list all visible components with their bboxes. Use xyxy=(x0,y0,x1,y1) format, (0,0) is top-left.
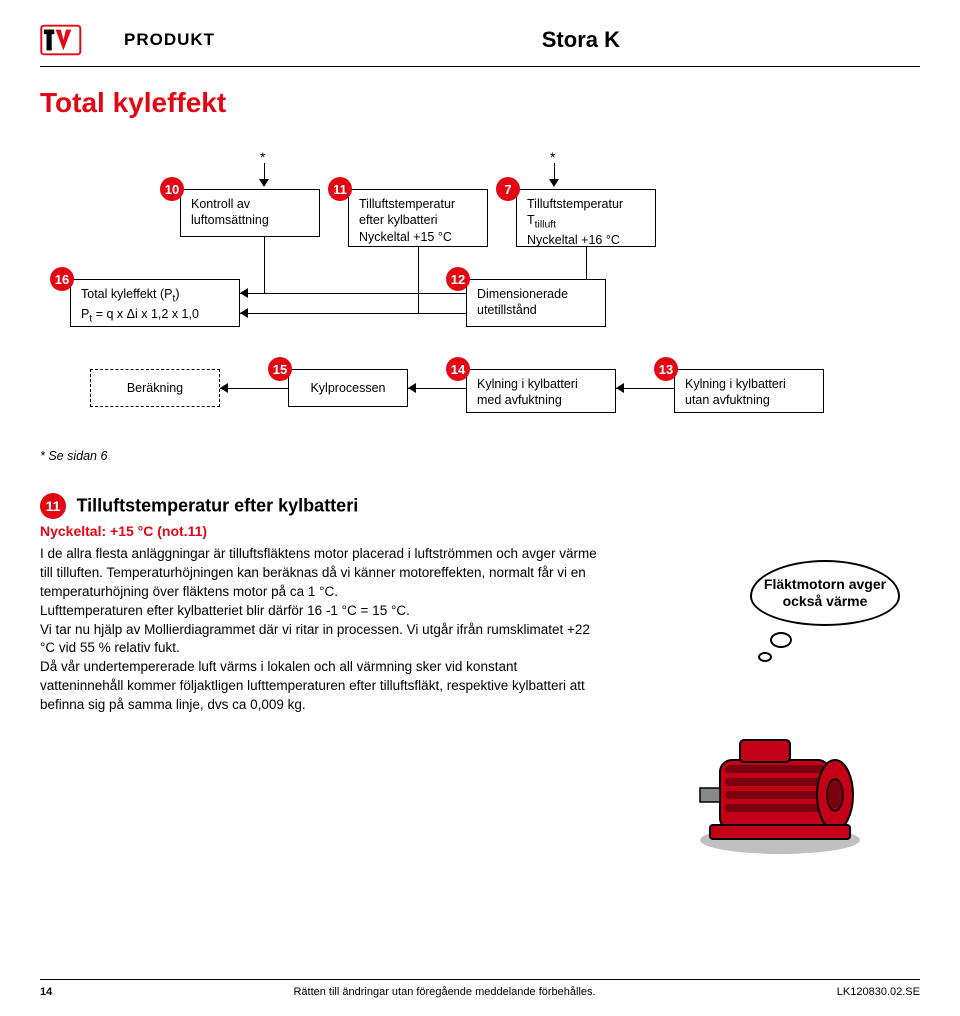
section-title: Tilluftstemperatur efter kylbatteri xyxy=(76,496,358,516)
node-line: utetillstånd xyxy=(477,302,595,318)
section-header: 11 Tilluftstemperatur efter kylbatteri xyxy=(40,493,920,519)
node-line: luftomsättning xyxy=(191,212,309,228)
node-line: Tilluftstemperatur xyxy=(359,196,477,212)
thought-bubble: Fläktmotorn avger också värme xyxy=(750,560,900,626)
header-title: Stora K xyxy=(542,27,620,53)
node-line: Ttilluft xyxy=(527,212,645,232)
node-badge-13: 13 xyxy=(654,357,678,381)
node-badge-16: 16 xyxy=(50,267,74,291)
bubble-dot-icon xyxy=(758,652,772,662)
connector xyxy=(220,388,288,389)
node-line: med avfuktning xyxy=(477,392,605,408)
connector xyxy=(240,313,466,314)
node-line: Kontroll av xyxy=(191,196,309,212)
body-paragraph: Vi tar nu hjälp av Mollierdiagrammet där… xyxy=(40,621,600,659)
footer-page-number: 14 xyxy=(40,986,52,998)
node-kylprocessen: Kylprocessen xyxy=(288,369,408,407)
footnote: * Se sidan 6 xyxy=(40,449,920,463)
arrow-left-icon xyxy=(240,288,248,298)
node-line: efter kylbatteri xyxy=(359,212,477,228)
node-kylning-med: Kylning i kylbatteri med avfuktning xyxy=(466,369,616,413)
bubble-text: Fläktmotorn avger också värme xyxy=(750,560,900,626)
body-paragraph: Lufttemperaturen efter kylbatteriet blir… xyxy=(40,602,600,621)
connector xyxy=(264,237,265,293)
page-footer: 14 Rätten till ändringar utan föregående… xyxy=(40,979,920,998)
arrow-down-icon xyxy=(549,179,559,187)
illustration: Fläktmotorn avger också värme xyxy=(650,560,910,860)
logo: PRODUKT xyxy=(40,20,215,60)
footer-disclaimer: Rätten till ändringar utan föregående me… xyxy=(293,986,595,998)
arrow-left-icon xyxy=(220,383,228,393)
node-line: Kylning i kylbatteri xyxy=(477,376,605,392)
connector xyxy=(616,388,674,389)
connector xyxy=(418,293,419,313)
node-line: Beräkning xyxy=(127,381,183,395)
node-dimensionerade: Dimensionerade utetillstånd xyxy=(466,279,606,327)
body-paragraph: I de allra flesta anläggningar är tilluf… xyxy=(40,545,600,602)
node-kylning-utan: Kylning i kylbatteri utan avfuktning xyxy=(674,369,824,413)
node-badge-14: 14 xyxy=(446,357,470,381)
node-line: Pt = q x Δi x 1,2 x 1,0 xyxy=(81,306,229,326)
bubble-dot-icon xyxy=(770,632,792,648)
section-subtitle: Nyckeltal: +15 °C (not.11) xyxy=(40,523,920,539)
connector xyxy=(240,293,466,294)
logo-icon xyxy=(40,20,118,60)
node-kontroll: Kontroll av luftomsättning xyxy=(180,189,320,237)
node-badge-10: 10 xyxy=(160,177,184,201)
logo-text: PRODUKT xyxy=(124,30,215,50)
node-badge-15: 15 xyxy=(268,357,292,381)
node-line: Total kyleffekt (Pt) xyxy=(81,286,229,306)
node-total-kyleffekt: Total kyleffekt (Pt) Pt = q x Δi x 1,2 x… xyxy=(70,279,240,327)
node-line: utan avfuktning xyxy=(685,392,813,408)
node-line: Dimensionerade xyxy=(477,286,595,302)
arrow-down-icon xyxy=(259,179,269,187)
motor-icon xyxy=(680,700,880,860)
node-tilluft-efter: Tilluftstemperatur efter kylbatteri Nyck… xyxy=(348,189,488,247)
page-title: Total kyleffekt xyxy=(40,87,920,119)
node-badge-12: 12 xyxy=(446,267,470,291)
body-paragraph: Då vår undertempererade luft värms i lok… xyxy=(40,658,600,715)
arrow-left-icon xyxy=(616,383,624,393)
section-body: I de allra flesta anläggningar är tilluf… xyxy=(40,545,600,715)
node-line: Kylprocessen xyxy=(310,381,385,395)
section-badge: 11 xyxy=(40,493,66,519)
node-line: Nyckeltal +15 °C xyxy=(359,229,477,245)
node-berakning: Beräkning xyxy=(90,369,220,407)
node-line: Kylning i kylbatteri xyxy=(685,376,813,392)
arrow-left-icon xyxy=(240,308,248,318)
connector xyxy=(586,247,587,279)
node-badge-7: 7 xyxy=(496,177,520,201)
connector xyxy=(408,388,466,389)
arrow-left-icon xyxy=(408,383,416,393)
node-tilluft-temp: Tilluftstemperatur Ttilluft Nyckeltal +1… xyxy=(516,189,656,247)
flowchart: * * 10 Kontroll av luftomsättning 11 Til… xyxy=(40,149,920,429)
node-badge-11: 11 xyxy=(328,177,352,201)
page-header: PRODUKT Stora K xyxy=(40,20,920,67)
node-line: Tilluftstemperatur xyxy=(527,196,645,212)
footer-code: LK120830.02.SE xyxy=(837,986,920,998)
